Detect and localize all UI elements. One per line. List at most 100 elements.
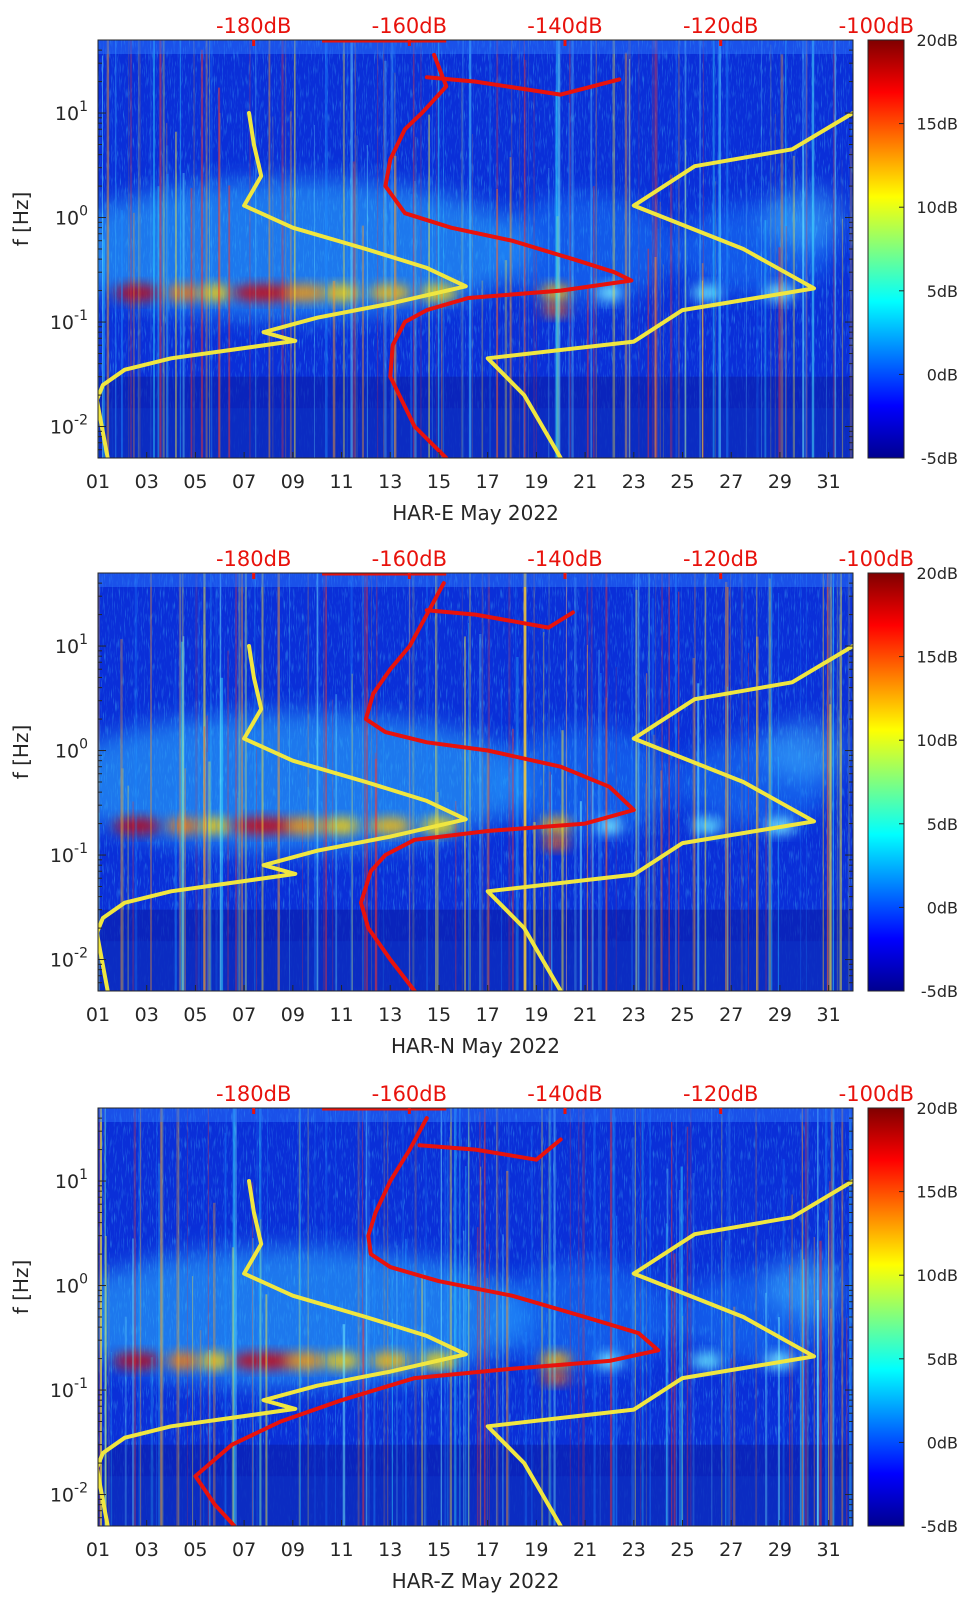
x-tick-label: 15 [427, 471, 451, 493]
x-tick-label: 31 [817, 1004, 841, 1026]
colorbar-label: -5dB [921, 1517, 958, 1536]
x-tick-label: 29 [768, 1539, 792, 1561]
x-tick-label: 23 [622, 1539, 646, 1561]
top-axis-label: -140dB [527, 14, 602, 38]
x-tick-label: 03 [135, 1004, 159, 1026]
x-tick-label: 17 [476, 471, 500, 493]
x-tick-label: 23 [622, 471, 646, 493]
top-axis-label: -120dB [683, 1082, 758, 1106]
top-axis-label: -160dB [372, 14, 447, 38]
x-tick-label: 05 [183, 471, 207, 493]
x-tick-label: 15 [427, 1004, 451, 1026]
x-tick-label: 09 [281, 1004, 305, 1026]
colorbar-label: 15dB [917, 648, 959, 667]
x-tick-label: 23 [622, 1004, 646, 1026]
x-axis-label: HAR-N May 2022 [391, 1034, 560, 1058]
y-tick-label: 101 [55, 632, 88, 658]
x-tick-label: 07 [232, 1004, 256, 1026]
x-tick-label: 01 [86, 471, 110, 493]
y-axis-label: f [Hz] [9, 1260, 33, 1315]
x-tick-label: 21 [573, 1004, 597, 1026]
colorbar-label: 20dB [917, 1099, 959, 1118]
top-axis-label: -120dB [683, 14, 758, 38]
y-tick-label: 10-1 [50, 308, 88, 334]
colorbar-label: 20dB [917, 31, 959, 50]
x-tick-label: 25 [670, 471, 694, 493]
top-axis-label: -160dB [372, 547, 447, 571]
x-tick-label: 21 [573, 471, 597, 493]
series-line-3 [383, 52, 634, 458]
x-tick-label: 15 [427, 1539, 451, 1561]
x-tick-label: 31 [817, 1539, 841, 1561]
x-tick-label: 25 [670, 1004, 694, 1026]
colorbar-label: -5dB [921, 982, 958, 1001]
y-tick-label: 100 [55, 204, 88, 230]
y-axis-label: f [Hz] [9, 725, 33, 780]
series-line-2 [485, 111, 853, 458]
x-tick-label: 17 [476, 1004, 500, 1026]
colorbar-label: 0dB [927, 365, 958, 384]
colorbar [867, 39, 905, 459]
top-axis-label: -180dB [216, 1082, 291, 1106]
colorbar-label: 5dB [927, 815, 958, 834]
x-tick-label: 29 [768, 1004, 792, 1026]
x-tick-label: 31 [817, 471, 841, 493]
x-axis-label: HAR-Z May 2022 [392, 1569, 560, 1593]
x-tick-label: 27 [719, 1004, 743, 1026]
y-tick-label: 101 [55, 99, 88, 125]
x-tick-label: 11 [329, 471, 353, 493]
top-axis-label: -100dB [839, 14, 914, 38]
spectrogram-image [98, 573, 853, 991]
y-tick-label: 10-2 [50, 946, 88, 972]
y-axis-label: f [Hz] [9, 192, 33, 247]
x-tick-label: 11 [329, 1539, 353, 1561]
colorbar [867, 1107, 905, 1527]
x-tick-label: 13 [378, 471, 402, 493]
top-axis-label: -180dB [216, 14, 291, 38]
top-axis-label: -100dB [839, 1082, 914, 1106]
x-tick-label: 21 [573, 1539, 597, 1561]
x-tick-label: 19 [524, 1004, 548, 1026]
x-tick-label: 19 [524, 1539, 548, 1561]
x-tick-label: 07 [232, 471, 256, 493]
colorbar-label: 15dB [917, 115, 959, 134]
x-tick-label: 01 [86, 1539, 110, 1561]
top-axis-label: -140dB [527, 547, 602, 571]
x-axis-label: HAR-E May 2022 [392, 501, 559, 525]
x-tick-label: 17 [476, 1539, 500, 1561]
series-line-3 [193, 1116, 661, 1526]
panel-2: 01 03 05 07 09 11 13 15 17 19 21 23 25 27 29 31 HAR-N Ma… [9, 547, 958, 1058]
colorbar-label: 5dB [927, 282, 958, 301]
series-line-3 [359, 581, 636, 991]
x-tick-label: 25 [670, 1539, 694, 1561]
top-axis-label: -160dB [372, 1082, 447, 1106]
x-tick-label: 03 [135, 471, 159, 493]
x-tick-label: 11 [329, 1004, 353, 1026]
series-line-1 [98, 1179, 468, 1526]
series-line-2 [485, 1179, 853, 1526]
x-tick-label: 29 [768, 471, 792, 493]
x-tick-label: 05 [183, 1539, 207, 1561]
colorbar-label: 15dB [917, 1183, 959, 1202]
x-tick-label: 03 [135, 1539, 159, 1561]
y-tick-label: 10-2 [50, 413, 88, 439]
colorbar-label: 10dB [917, 731, 959, 750]
x-tick-label: 05 [183, 1004, 207, 1026]
spectrogram-image [98, 40, 853, 458]
colorbar-label: -5dB [921, 449, 958, 468]
y-tick-label: 10-1 [50, 841, 88, 867]
top-axis-label: -140dB [527, 1082, 602, 1106]
series-line-1 [98, 111, 468, 458]
y-tick-label: 10-1 [50, 1376, 88, 1402]
x-tick-label: 09 [281, 1539, 305, 1561]
x-tick-label: 27 [719, 471, 743, 493]
panel-1: 01 03 05 07 09 11 13 15 17 19 21 23 25 27 29 31 HAR-E Ma… [9, 14, 958, 525]
x-tick-label: 13 [378, 1539, 402, 1561]
colorbar-label: 20dB [917, 564, 959, 583]
y-tick-label: 101 [55, 1167, 88, 1193]
x-tick-label: 27 [719, 1539, 743, 1561]
colorbar-label: 10dB [917, 198, 959, 217]
series-line-2 [485, 644, 853, 991]
top-axis-label: -180dB [216, 547, 291, 571]
y-tick-label: 100 [55, 1272, 88, 1298]
